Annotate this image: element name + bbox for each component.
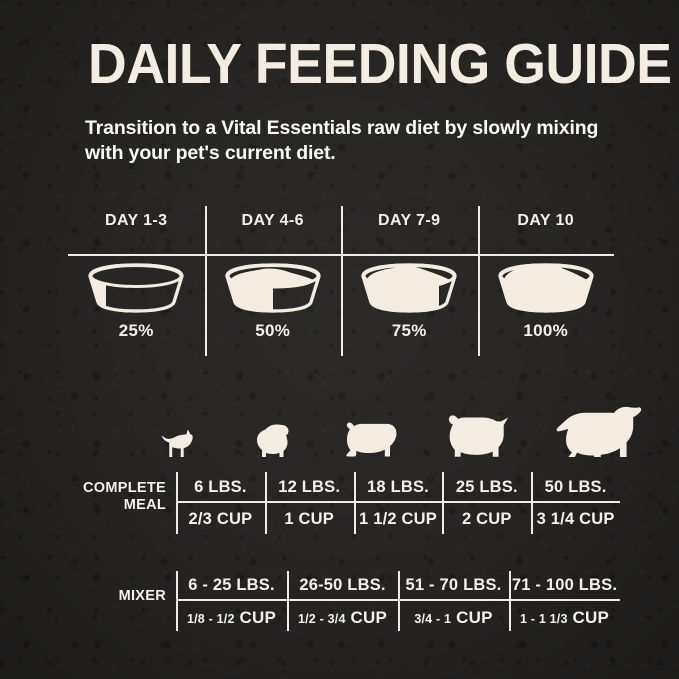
dog-silhouette-chihuahua: [161, 429, 193, 458]
page-subtitle: Transition to a Vital Essentials raw die…: [85, 117, 599, 164]
complete-meal-table: COMPLETE MEAL 6 LBS. 2/3 CUP 12 LBS. 1 CUP 1…: [40, 466, 620, 538]
mixer-weight-cell: 26-50 LBS.: [299, 576, 386, 594]
transition-column-divider: [477, 206, 480, 356]
complete-meal-column-divider: [442, 472, 445, 534]
mixer-amount-unit: CUP: [234, 608, 277, 627]
day-label: DAY 1-3: [105, 212, 168, 229]
transition-column: DAY 4-6 50%: [205, 206, 342, 356]
transition-column: DAY 10 100%: [478, 206, 615, 356]
mixer-weight-cell: 71 - 100 LBS.: [511, 576, 618, 594]
mixer-amount-fraction: 1/2 - 3/4: [297, 612, 346, 626]
dog-bowl-icon: [361, 263, 457, 313]
day-label: DAY 10: [517, 212, 575, 229]
complete-meal-weight-cell: 6 LBS.: [194, 478, 247, 496]
complete-meal-weight-cell: 18 LBS.: [367, 478, 429, 496]
complete-meal-label-line2: MEAL: [123, 497, 166, 513]
complete-meal-weight-cell: 25 LBS.: [455, 478, 518, 496]
complete-meal-weight-cell: 50 LBS.: [544, 478, 607, 496]
page-title: DAILY FEEDING GUIDE: [88, 32, 672, 96]
complete-meal-amount-cell: 2 CUP: [461, 510, 512, 528]
dog-size-row: [140, 382, 642, 460]
mixer-weight-cell: 51 - 70 LBS.: [405, 576, 502, 594]
percent-label: 25%: [118, 321, 154, 340]
mixer-amount-unit: CUP: [567, 608, 610, 627]
mixer-amount-unit: CUP: [345, 608, 388, 627]
mixer-amount-cell: 1 - 1 1/3 CUP: [509, 608, 620, 628]
complete-meal-mid-rule: [176, 501, 620, 503]
mixer-table: MIXER 6 - 25 LBS. 1/8 - 1/2 CUP 26-50 LBS.…: [40, 565, 620, 635]
mixer-column-divider: [287, 571, 289, 631]
dog-bowl-icon: [498, 263, 594, 313]
percent-label: 75%: [391, 321, 427, 340]
complete-meal-column-divider: [531, 472, 534, 534]
dog-bowl-icon: [88, 263, 184, 313]
mixer-amount-unit: CUP: [451, 608, 493, 627]
complete-meal-amount-cell: 3 1/4 CUP: [536, 510, 615, 528]
complete-meal-column-divider: [353, 472, 356, 534]
transition-column: DAY 7-9 75%: [341, 206, 478, 356]
mixer-amount-cell: 1/2 - 3/4 CUP: [287, 608, 398, 628]
dog-silhouette-retriever: [556, 406, 642, 458]
transition-chart: DAY 1-3 25% DAY 4-6 50% DAY 7-9 75% DAY 10 100%: [68, 206, 614, 356]
mixer-column-divider: [398, 571, 400, 631]
dog-silhouette-pug: [346, 422, 397, 457]
complete-meal-amount-cell: 1 1/2 CUP: [359, 510, 437, 528]
bowl-fill-indicator: [76, 262, 196, 314]
mixer-amount-fraction: 1 - 1 1/3: [519, 612, 568, 626]
mixer-amount-cell: 3/4 - 1 CUP: [398, 608, 509, 628]
mixer-amount-cell: 1/8 - 1/2 CUP: [176, 608, 287, 628]
dog-silhouette-shiba: [448, 415, 509, 457]
bowl-fill-indicator: [349, 262, 469, 314]
mixer-amount-fraction: 1/8 - 1/2: [186, 612, 235, 626]
day-label: DAY 7-9: [378, 212, 441, 229]
transition-column-divider: [204, 206, 207, 356]
complete-meal-amount-cell: 1 CUP: [284, 510, 334, 528]
dog-silhouette-poodle: [257, 424, 289, 457]
mixer-row-label: MIXER: [118, 588, 166, 604]
bowl-fill-indicator: [213, 262, 333, 314]
transition-column: DAY 1-3 25%: [68, 206, 205, 356]
percent-label: 100%: [523, 321, 569, 340]
mixer-column-divider: [509, 571, 511, 631]
day-label: DAY 4-6: [241, 212, 304, 229]
complete-meal-label-line1: COMPLETE: [83, 480, 166, 496]
mixer-weight-cell: 6 - 25 LBS.: [188, 576, 275, 594]
bowl-fill-indicator: [486, 262, 606, 314]
complete-meal-row-label: COMPLETE MEAL: [48, 480, 166, 514]
complete-meal-amount-cell: 2/3 CUP: [188, 510, 253, 528]
complete-meal-weight-cell: 12 LBS.: [278, 478, 341, 496]
complete-meal-column-divider: [264, 472, 267, 534]
mixer-amount-fraction: 3/4 - 1: [414, 612, 452, 626]
percent-label: 50%: [255, 321, 291, 340]
complete-meal-column-divider: [176, 472, 178, 534]
transition-column-divider: [341, 206, 343, 356]
dog-bowl-icon: [225, 263, 321, 313]
mixer-column-divider: [176, 571, 178, 631]
